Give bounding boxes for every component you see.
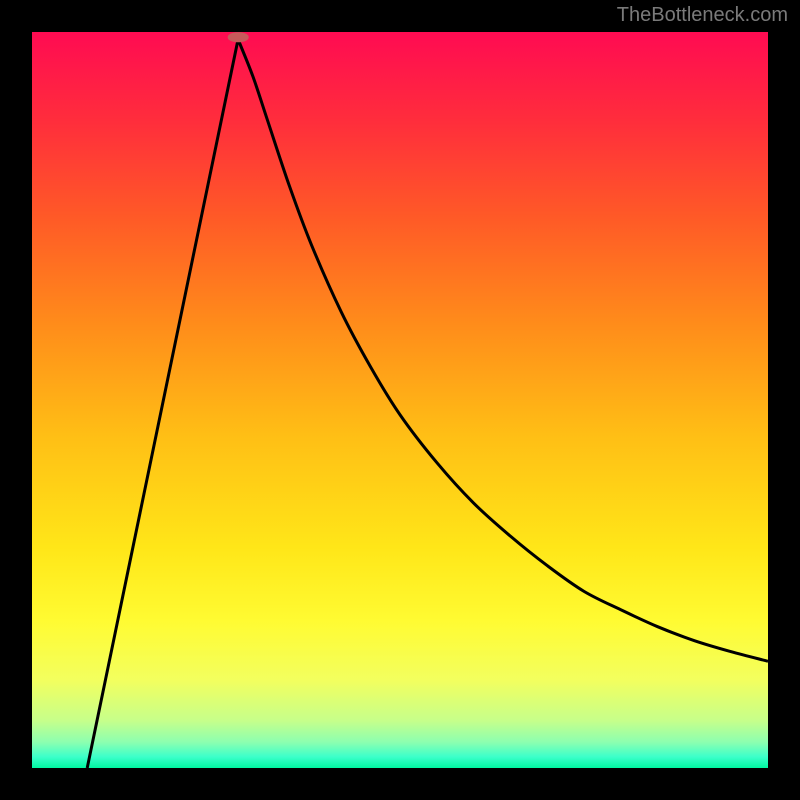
curve-left-branch — [87, 39, 238, 768]
curve-svg — [32, 32, 768, 768]
watermark-text: TheBottleneck.com — [617, 4, 788, 27]
curve-right-branch — [238, 39, 768, 661]
plot-area — [32, 32, 768, 768]
minimum-marker — [228, 32, 249, 42]
